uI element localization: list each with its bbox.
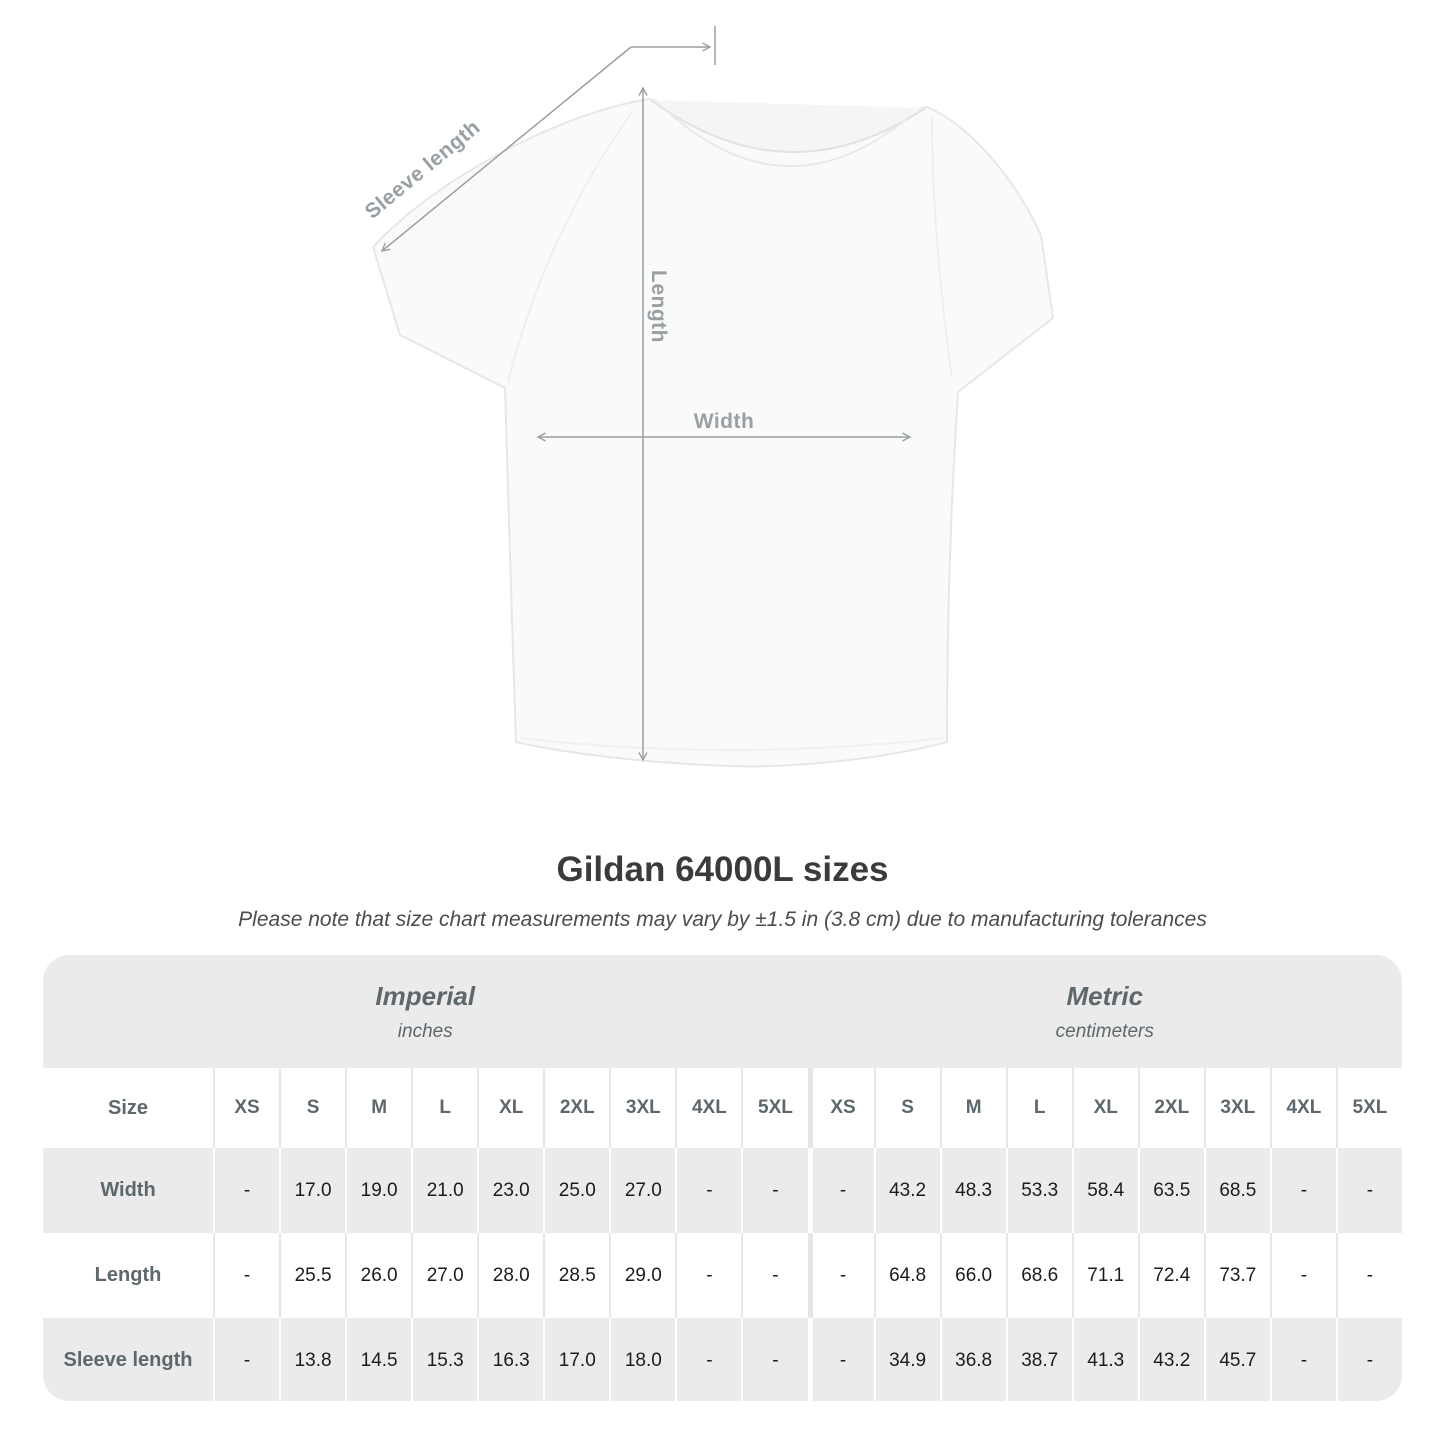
value-cell: 15.3 xyxy=(411,1318,477,1401)
size-header-metric-4xl: 4XL xyxy=(1269,1068,1336,1148)
value-cell: 17.0 xyxy=(543,1318,609,1401)
value-cell: - xyxy=(741,1318,807,1401)
tshirt-image xyxy=(372,26,1054,768)
size-corner-label: Size xyxy=(107,1096,149,1119)
value-cell: 48.3 xyxy=(939,1148,1006,1233)
measurement-arrows xyxy=(380,26,912,762)
value-cell: 43.2 xyxy=(873,1148,940,1233)
value-cell: 29.0 xyxy=(609,1233,675,1318)
value-cell: - xyxy=(1269,1318,1336,1401)
value-cell: 18.0 xyxy=(609,1318,675,1401)
value-cell: - xyxy=(213,1318,279,1401)
table-row-sleeve-length: Sleeve length -13.8 14.5 15.3 16.3 17.0 18.0-… xyxy=(43,1318,1402,1401)
value-cell: - xyxy=(1335,1233,1402,1318)
size-header-metric-2xl: 2XL xyxy=(1137,1068,1204,1148)
size-header-imperial-4xl: 4XL xyxy=(675,1068,741,1148)
row-label-width: Width xyxy=(100,1179,156,1201)
size-header-imperial-2xl: 2XL xyxy=(543,1068,609,1148)
metric-unit-label: centimeters xyxy=(1055,1020,1154,1042)
size-header-imperial-3xl: 3XL xyxy=(609,1068,675,1148)
value-cell: 41.3 xyxy=(1071,1318,1138,1401)
size-header-metric-l: L xyxy=(1005,1068,1072,1148)
size-header-metric-xl: XL xyxy=(1071,1068,1138,1148)
table-row-width: Width -17.0 19.0 21.0 23.0 25.0 27.0- - -43.2 48… xyxy=(43,1148,1402,1233)
size-header-metric-s: S xyxy=(873,1068,940,1148)
size-header-metric-m: M xyxy=(939,1068,1006,1148)
value-cell: 28.0 xyxy=(477,1233,543,1318)
value-cell: 72.4 xyxy=(1137,1233,1204,1318)
value-cell: 23.0 xyxy=(477,1148,543,1233)
value-cell: 63.5 xyxy=(1137,1148,1204,1233)
value-cell: 25.0 xyxy=(543,1148,609,1233)
value-cell: 68.5 xyxy=(1203,1148,1270,1233)
value-cell: 36.8 xyxy=(939,1318,1006,1401)
value-cell: - xyxy=(807,1318,874,1401)
size-header-row: Size XS S M L XL 2XL 3XL 4XL 5XL XS S M L XL 2XL 3XL 4XL… xyxy=(43,1068,1402,1148)
tshirt-measurement-diagram: Sleeve length Length Width xyxy=(361,26,1054,768)
value-cell: - xyxy=(1335,1318,1402,1401)
value-cell: - xyxy=(213,1233,279,1318)
value-cell: 28.5 xyxy=(543,1233,609,1318)
value-cell: 71.1 xyxy=(1071,1233,1138,1318)
value-cell: 17.0 xyxy=(279,1148,345,1233)
value-cell: 26.0 xyxy=(345,1233,411,1318)
sleeve-length-arrow xyxy=(380,46,632,252)
value-cell: 27.0 xyxy=(411,1233,477,1318)
imperial-unit-label: inches xyxy=(397,1020,453,1042)
value-cell: 25.5 xyxy=(279,1233,345,1318)
size-table: Imperial inches Metric centimeters Size … xyxy=(43,955,1402,1401)
value-cell: 27.0 xyxy=(609,1148,675,1233)
value-cell: 68.6 xyxy=(1005,1233,1072,1318)
value-cell: - xyxy=(741,1233,807,1318)
value-cell: - xyxy=(213,1148,279,1233)
row-label-length: Length xyxy=(94,1264,162,1286)
value-cell: - xyxy=(1269,1233,1336,1318)
size-header-metric-3xl: 3XL xyxy=(1203,1068,1270,1148)
imperial-label: Imperial xyxy=(375,980,476,1011)
imperial-unit-header: Imperial inches xyxy=(43,955,808,1068)
value-cell: 58.4 xyxy=(1071,1148,1138,1233)
metric-label: Metric xyxy=(1066,980,1144,1011)
value-cell: - xyxy=(807,1148,874,1233)
size-header-imperial-m: M xyxy=(345,1068,411,1148)
value-cell: 53.3 xyxy=(1005,1148,1072,1233)
value-cell: 13.8 xyxy=(279,1318,345,1401)
width-label: Width xyxy=(693,410,755,433)
tolerance-note: Please note that size chart measurements… xyxy=(238,908,1207,931)
value-cell: 21.0 xyxy=(411,1148,477,1233)
size-header-metric-xs: XS xyxy=(807,1068,874,1148)
value-cell: - xyxy=(675,1318,741,1401)
size-header-imperial-xl: XL xyxy=(477,1068,543,1148)
size-header-imperial-5xl: 5XL xyxy=(741,1068,807,1148)
value-cell: - xyxy=(1335,1148,1402,1233)
size-header-imperial-l: L xyxy=(411,1068,477,1148)
metric-unit-header: Metric centimeters xyxy=(808,955,1403,1068)
size-header-imperial-s: S xyxy=(279,1068,345,1148)
value-cell: 66.0 xyxy=(939,1233,1006,1318)
size-header-imperial-xs: XS xyxy=(213,1068,279,1148)
value-cell: 73.7 xyxy=(1203,1233,1270,1318)
value-cell: 19.0 xyxy=(345,1148,411,1233)
row-label-sleeve-length: Sleeve length xyxy=(63,1349,193,1371)
value-cell: 38.7 xyxy=(1005,1318,1072,1401)
value-cell: 14.5 xyxy=(345,1318,411,1401)
page-title: Gildan 64000L sizes xyxy=(556,850,889,889)
value-cell: 45.7 xyxy=(1203,1318,1270,1401)
length-label: Length xyxy=(647,270,670,343)
value-cell: 16.3 xyxy=(477,1318,543,1401)
table-row-length: Length -25.5 26.0 27.0 28.0 28.5 29.0- - -64.8 6… xyxy=(43,1233,1402,1318)
value-cell: - xyxy=(675,1233,741,1318)
unit-header-band: Imperial inches Metric centimeters xyxy=(43,955,1402,1068)
value-cell: 64.8 xyxy=(873,1233,940,1318)
size-header-metric-5xl: 5XL xyxy=(1335,1068,1402,1148)
value-cell: - xyxy=(807,1233,874,1318)
value-cell: 34.9 xyxy=(873,1318,940,1401)
value-cell: - xyxy=(1269,1148,1336,1233)
value-cell: - xyxy=(675,1148,741,1233)
value-cell: - xyxy=(741,1148,807,1233)
value-cell: 43.2 xyxy=(1137,1318,1204,1401)
